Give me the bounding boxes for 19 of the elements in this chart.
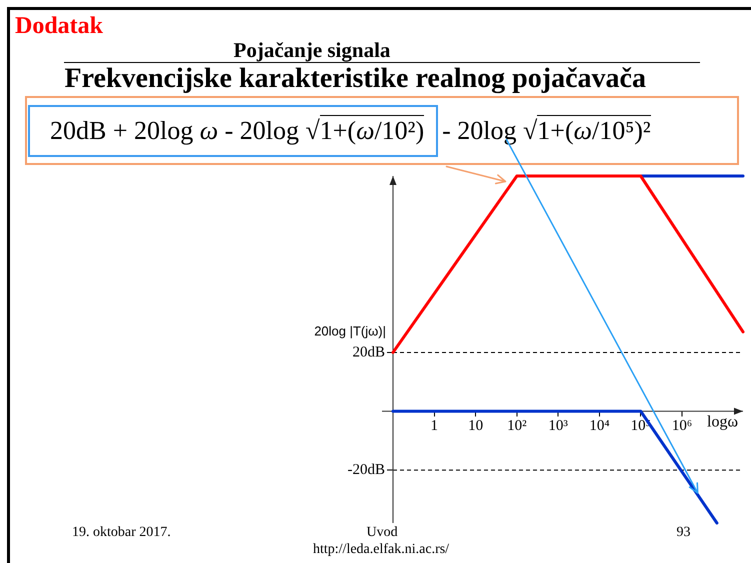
x-tick-label: 10⁴ <box>589 418 610 434</box>
chart-subtitle: Frekvencijske karakteristike realnog pojačavača <box>64 63 646 96</box>
x-tick-label: 10 <box>468 418 484 434</box>
x-tick-label: 10⁶ <box>672 418 692 434</box>
text: Dodatak <box>15 13 104 41</box>
x-tick-label: 1 <box>430 418 438 434</box>
chart-title: Pojačanje signala <box>234 38 390 62</box>
inner-frame: 20dB + 20log ω - 20log √1+(ω/10²) <box>28 104 438 156</box>
y-tick-label: -20dB <box>348 462 385 478</box>
text: 19. oktobar 2017. <box>72 525 171 542</box>
text: Uvod <box>366 525 398 542</box>
x-axis-title: logω <box>707 413 738 430</box>
y-axis-title: 20log |T(jω)| <box>314 324 386 339</box>
text: http://leda.elfak.ni.ac.rs/ <box>313 542 450 558</box>
text: 93 <box>676 525 690 542</box>
x-tick-label: 10² <box>507 418 528 434</box>
outer-frame: 20dB + 20log ω - 20log √1+(ω/10²) - 20log √1+(ω/10⁵)² <box>25 96 739 165</box>
x-tick-label: 10³ <box>548 418 568 434</box>
y-tick-label: 20dB <box>352 344 385 360</box>
